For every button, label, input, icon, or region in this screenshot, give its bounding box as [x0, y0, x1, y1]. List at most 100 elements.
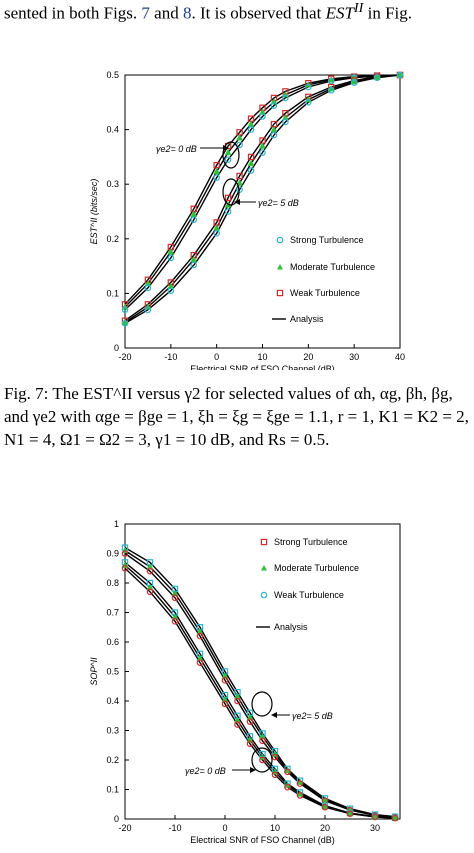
intro-after: . It is observed that: [191, 3, 326, 23]
x-tick-label: -20: [118, 823, 131, 833]
data-point-triangle: [224, 148, 232, 156]
data-point-circle: [305, 98, 312, 106]
arrowhead-0db: [223, 145, 229, 151]
data-point-circle: [171, 618, 179, 625]
x-tick-label: 0: [214, 352, 219, 362]
data-point-triangle: [213, 167, 221, 175]
intro-mid: and: [149, 3, 183, 23]
analysis-line: [124, 74, 401, 325]
data-point-triangle: [236, 134, 244, 141]
data-point-triangle: [350, 77, 358, 85]
data-point-triangle: [167, 248, 175, 255]
annotation-0db: γe2= 0 dB: [185, 766, 226, 776]
data-point-circle: [121, 306, 129, 314]
annotation-5db: γe2= 5 dB: [258, 198, 299, 208]
x-axis-label: Electrical SNR of FSO Channel (dB): [190, 364, 335, 370]
est-chart: -20 -10 0 10 20 30 40 0 0.1 0.2 0.3 0.4 0.5 Electrica…: [89, 70, 405, 370]
data-point-circle: [327, 77, 335, 85]
data-point-circle: [259, 737, 266, 745]
data-point-circle: [234, 721, 241, 728]
fig7-link[interactable]: 7: [141, 3, 150, 23]
data-point-circle: [196, 632, 204, 640]
x-tick-label: 20: [320, 823, 330, 833]
analysis-line: [124, 550, 396, 818]
data-point-circle: [259, 113, 266, 120]
annotation-0db: γe2= 0 dB: [156, 144, 197, 154]
data-point-triangle: [321, 802, 329, 810]
data-point-triangle: [144, 279, 152, 287]
data-point-circle: [121, 564, 129, 572]
data-point-circle: [296, 792, 304, 799]
x-tick-label: -10: [168, 823, 181, 833]
y-tick-label: 0.2: [106, 755, 119, 765]
data-point-triangle: [246, 713, 254, 720]
data-point-circle: [236, 141, 243, 149]
legend-label-weak: Weak Turbulence: [274, 590, 344, 600]
data-point-circle: [213, 230, 220, 237]
group-ellipse-0db: [251, 747, 273, 773]
data-point-circle: [327, 86, 335, 94]
data-point-circle: [221, 700, 229, 708]
legend-marker-moderate: [261, 565, 267, 571]
x-tick-label: 40: [395, 352, 405, 362]
legend-marker-moderate: [277, 264, 283, 270]
data-point-circle: [350, 79, 358, 86]
y-tick-label: 0.5: [106, 667, 119, 677]
y-tick-label: 0.1: [106, 785, 119, 795]
data-point-triangle: [259, 142, 266, 149]
group-ellipse-5db: [251, 691, 273, 717]
data-point-circle: [321, 803, 329, 811]
data-point-circle: [224, 208, 232, 215]
data-point-circle: [167, 254, 175, 262]
fig8-link[interactable]: 8: [182, 3, 192, 23]
intro-paragraph: sented in both Figs. 7 and 8. It is obse…: [4, 0, 412, 24]
analysis-line: [124, 74, 401, 322]
data-point-triangle: [247, 159, 255, 167]
legend-marker-weak: [260, 591, 268, 599]
analysis-line: [124, 74, 401, 308]
caption-label: Fig. 7:: [4, 384, 49, 403]
data-point-triangle: [146, 583, 154, 591]
arrowhead-0db: [250, 767, 256, 773]
data-point-triangle: [221, 672, 229, 679]
data-point-triangle: [373, 73, 381, 80]
data-point-triangle: [327, 76, 335, 83]
data-point-triangle: [196, 627, 204, 635]
data-point-circle: [121, 550, 129, 557]
x-tick-label: 30: [349, 352, 359, 362]
data-point-triangle: [146, 563, 154, 570]
y-tick-label: 0: [114, 814, 119, 824]
group-ellipse-0db: [222, 141, 240, 169]
data-point-circle: [247, 167, 255, 174]
legend-label-weak: Weak Turbulence: [290, 288, 360, 298]
data-point-triangle: [121, 318, 129, 325]
data-point-circle: [144, 284, 152, 292]
data-point-circle: [259, 149, 266, 156]
y-tick-label: 0.4: [106, 696, 119, 706]
y-tick-label: 0.2: [106, 234, 119, 244]
analysis-line: [124, 74, 401, 305]
intro-math: EST: [325, 3, 354, 23]
data-point-circle: [146, 567, 154, 575]
legend-marker-strong: [260, 538, 268, 546]
data-point-triangle: [171, 589, 179, 596]
arrowhead-5db: [234, 199, 240, 205]
data-point-circle: [144, 306, 152, 314]
data-point-circle: [171, 594, 179, 602]
data-point-circle: [224, 156, 232, 163]
y-tick-label: 0: [114, 343, 119, 353]
y-tick-label: 0.1: [106, 288, 119, 298]
data-point-square: [236, 172, 243, 180]
data-point-triangle: [321, 796, 329, 803]
intro-before: sented in both Figs.: [4, 3, 142, 23]
data-point-triangle: [221, 695, 229, 703]
data-point-square: [213, 161, 220, 169]
legend-label-moderate: Moderate Turbulence: [274, 563, 359, 573]
data-point-circle: [296, 780, 304, 787]
data-point-circle: [259, 756, 266, 764]
intro-sup: II: [353, 0, 364, 16]
data-point-circle: [373, 74, 381, 82]
data-point-circle: [396, 71, 404, 79]
data-point-circle: [346, 810, 354, 817]
x-tick-label: 10: [257, 352, 267, 362]
